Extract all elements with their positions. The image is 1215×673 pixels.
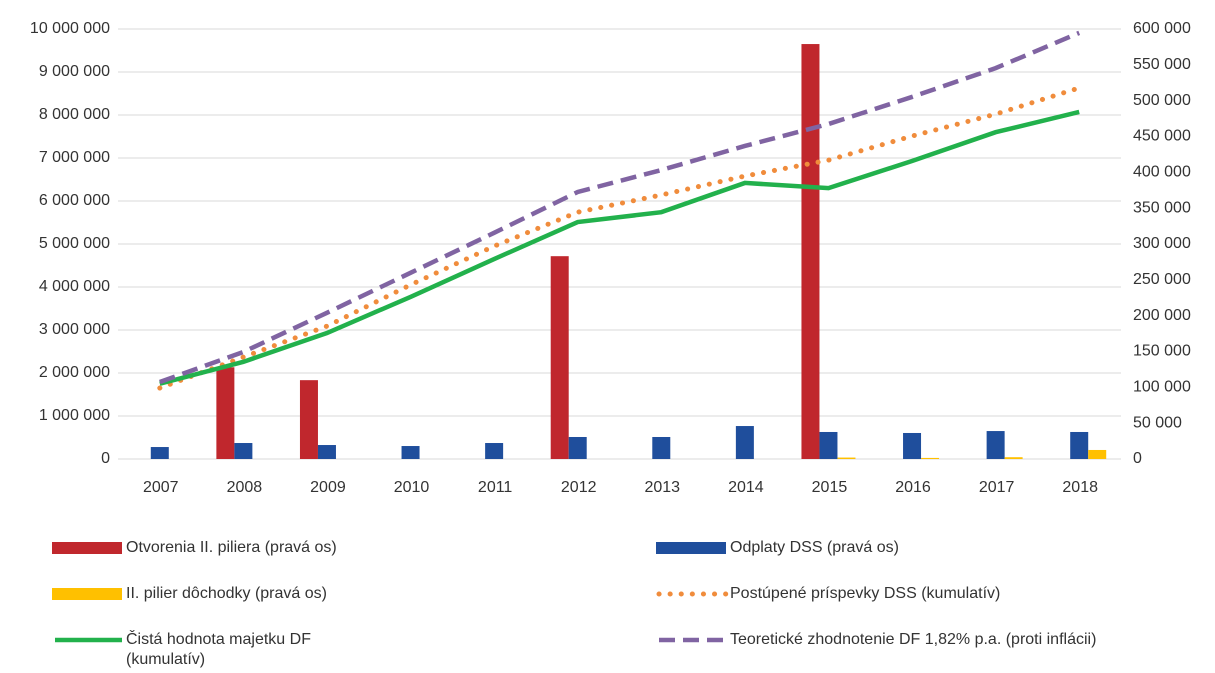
line <box>159 109 1080 386</box>
legend-label: II. pilier dôchodky (pravá os) <box>126 585 327 602</box>
legend-swatch <box>52 542 122 554</box>
y2-tick-label: 400 000 <box>1133 164 1191 181</box>
legend-item: Teoretické zhodnotenie DF 1,82% p.a. (pr… <box>656 630 1096 650</box>
x-tick-label: 2018 <box>1062 479 1098 496</box>
bar <box>801 44 820 460</box>
bar <box>401 446 420 459</box>
bar <box>652 436 671 459</box>
y2-tick-label: 350 000 <box>1133 199 1191 216</box>
bar <box>485 443 504 459</box>
y-tick-label: 0 <box>101 450 110 467</box>
x-tick-label: 2013 <box>644 479 680 496</box>
legend-swatch <box>55 637 122 643</box>
bar <box>216 367 235 459</box>
legend-swatch <box>656 591 729 597</box>
legend-label: Čistá hodnota majetku DF (kumulatív) <box>126 631 311 668</box>
legend-label: Odplaty DSS (pravá os) <box>730 539 899 556</box>
bar <box>1088 449 1107 459</box>
x-tick-label: 2009 <box>310 479 346 496</box>
line <box>157 85 1082 391</box>
bar <box>568 436 587 459</box>
legend-item: Odplaty DSS (pravá os) <box>656 538 899 558</box>
y2-tick-label: 300 000 <box>1133 235 1191 252</box>
y2-tick-label: 500 000 <box>1133 92 1191 109</box>
legend-item: II. pilier dôchodky (pravá os) <box>52 584 327 604</box>
y2-tick-label: 50 000 <box>1133 414 1182 431</box>
line <box>159 30 1081 385</box>
y2-tick-label: 100 000 <box>1133 379 1191 396</box>
x-tick-label: 2012 <box>561 479 597 496</box>
bar <box>921 457 940 459</box>
y-tick-label: 5 000 000 <box>39 235 110 252</box>
bar <box>234 443 253 459</box>
x-tick-label: 2014 <box>728 479 764 496</box>
y2-tick-label: 550 000 <box>1133 56 1191 73</box>
legend-item: Postúpené príspevky DSS (kumulatív) <box>656 584 1000 604</box>
y-tick-label: 1 000 000 <box>39 407 110 424</box>
x-tick-label: 2007 <box>143 479 179 496</box>
legend-swatch <box>659 637 726 643</box>
legend-label: Otvorenia II. piliera (pravá os) <box>126 539 337 556</box>
y2-tick-label: 150 000 <box>1133 343 1191 360</box>
y-tick-label: 9 000 000 <box>39 63 110 80</box>
bar <box>317 445 336 459</box>
legend-swatch-bar <box>656 542 726 554</box>
x-tick-label: 2011 <box>478 479 513 496</box>
y-tick-label: 4 000 000 <box>39 278 110 295</box>
x-tick-label: 2016 <box>895 479 931 496</box>
x-tick-label: 2008 <box>227 479 263 496</box>
x-tick-label: 2015 <box>812 479 848 496</box>
bar <box>1070 431 1089 459</box>
x-tick-label: 2017 <box>979 479 1015 496</box>
y-tick-label: 10 000 000 <box>30 20 110 37</box>
bar <box>150 447 169 459</box>
bar <box>1004 457 1023 459</box>
bar <box>735 426 754 459</box>
legend-item: Otvorenia II. piliera (pravá os) <box>52 538 337 558</box>
legend-label: Postúpené príspevky DSS (kumulatív) <box>730 585 1001 602</box>
legend-swatch-bar <box>52 542 122 554</box>
y2-tick-label: 450 000 <box>1133 128 1191 145</box>
y2-tick-label: 200 000 <box>1133 307 1191 324</box>
y-tick-label: 8 000 000 <box>39 106 110 123</box>
legend-swatch <box>656 542 726 554</box>
legend-item: Čistá hodnota majetku DF (kumulatív) <box>52 630 366 670</box>
bar <box>299 380 318 459</box>
legend-swatch-bar <box>52 588 122 600</box>
y-tick-label: 7 000 000 <box>39 149 110 166</box>
legend-label: Teoretické zhodnotenie DF 1,82% p.a. (pr… <box>730 631 1097 648</box>
y-tick-label: 3 000 000 <box>39 321 110 338</box>
y-tick-label: 2 000 000 <box>39 364 110 381</box>
bar <box>903 432 922 459</box>
legend-swatch <box>52 588 122 600</box>
y-tick-label: 6 000 000 <box>39 192 110 209</box>
y2-tick-label: 250 000 <box>1133 271 1191 288</box>
bar <box>819 431 838 459</box>
bar <box>550 256 569 459</box>
y2-tick-label: 600 000 <box>1133 20 1191 37</box>
y2-tick-label: 0 <box>1133 450 1142 467</box>
x-tick-label: 2010 <box>394 479 430 496</box>
bar <box>837 457 856 459</box>
bar <box>986 431 1005 459</box>
